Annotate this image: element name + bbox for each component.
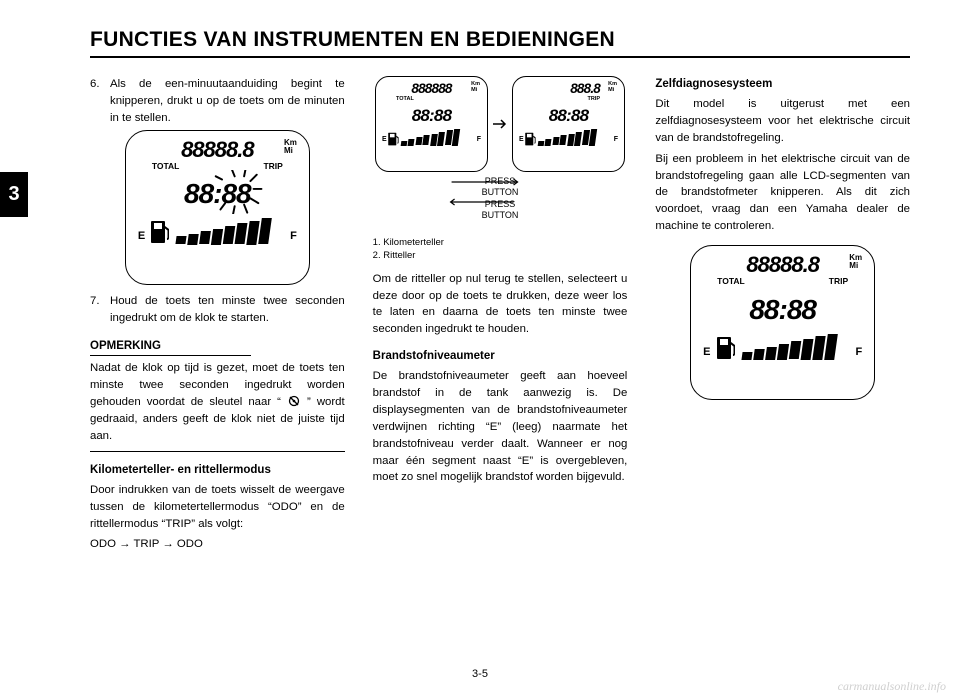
clock-digits: 88:88 [749,296,816,324]
body-text: Om de ritteller op nul terug te stellen,… [373,271,628,339]
list-text: Houd de toets ten minste twee seconden i… [110,293,345,327]
list-item: 7. Houd de toets ten minste twee seconde… [90,293,345,327]
fuel-gauge-row: E F [701,334,864,360]
column-2: 888888 Km Mi TOTAL 88:88 E [373,76,628,557]
content-columns: 6. Als de een-minuutaanduiding begint te… [90,76,910,557]
fuel-gauge-row: E F [382,129,481,146]
odo-digits: 88888.8 [746,254,819,276]
fuel-pump-icon [387,131,401,146]
watermark: carmanualsonline.info [838,679,946,694]
fuel-pump-icon [524,131,538,146]
fuel-gauge-row: E F [519,129,618,146]
list-item: 6. Als de een-minuutaanduiding begint te… [90,76,345,127]
odo-mode-label: TOTAL [382,95,481,103]
odo-digits: 88888.8 [181,139,254,161]
body-text: Door indrukken van de toets wisselt de w… [90,482,345,533]
subheading: Brandstofniveaumeter [373,348,628,365]
fuel-bars [401,129,477,146]
chapter-tab: 3 [0,172,28,217]
odo-mode-label: TRIP [519,95,618,103]
subheading: Zelfdiagnosesysteem [655,76,910,93]
fuel-empty-label: E [138,228,145,244]
mode-sequence: ODO → TRIP → ODO [90,536,345,553]
lcd-display-clock-set: 88888.8 Km Mi TOTAL TRIP 88:88 [125,130,310,285]
odo-units: Km Mi [608,82,617,94]
fuel-pump-icon [149,218,173,244]
manual-page: FUNCTIES VAN INSTRUMENTEN EN BEDIENINGEN… [0,0,960,700]
fuel-pump-icon [715,334,739,360]
arrow-right-icon [493,118,509,130]
fuel-empty-label: E [703,344,710,360]
fuel-bars [538,129,614,146]
list-number: 7. [90,293,104,327]
lcd-display-odo: 888888 Km Mi TOTAL 88:88 E [375,76,488,172]
column-1: 6. Als de een-minuutaanduiding begint te… [90,76,345,557]
page-number: 3-5 [0,668,960,680]
odo-digits: 888888 [411,82,451,96]
odo-units: Km Mi [471,82,480,94]
column-3: Zelfdiagnosesysteem Dit model is uitgeru… [655,76,910,557]
list-number: 6. [90,76,104,127]
fuel-bars [176,218,286,244]
fuel-bars [742,334,852,360]
lcd-display-selfdiag: 88888.8 Km Mi TOTAL TRIP 88:88 E [690,245,875,400]
press-button-labels: PRESS BUTTON PRESS BUTTON [482,176,519,221]
note-text: Nadat de klok op tijd is gezet, moet de … [90,360,345,444]
subheading: Kilometerteller- en rittellermodus [90,462,345,479]
lcd-display-trip: 888.8 Km Mi TRIP 88:88 E [512,76,625,172]
body-text: De brandstofniveaumeter geeft aan hoevee… [373,368,628,486]
twin-display-figure: 888888 Km Mi TOTAL 88:88 E [375,76,625,221]
clock-digits: 88:88 [549,107,588,124]
clock-digits: 88:88 [412,107,451,124]
clock-digits: 88:88 [184,180,251,208]
body-text: Dit model is uitgerust met een zelfdiagn… [655,96,910,147]
fuel-full-label: F [290,228,297,244]
odo-mode-labels: TOTAL TRIP [701,275,864,288]
body-text: Bij een probleem in het elektrische circ… [655,151,910,235]
fuel-gauge-row: E F [136,218,299,244]
list-text: Als de een-minuutaanduiding begint te kn… [110,76,345,127]
odo-mode-labels: TOTAL TRIP [136,160,299,173]
key-off-icon [287,395,301,407]
page-title: FUNCTIES VAN INSTRUMENTEN EN BEDIENINGEN [90,28,910,58]
divider [90,451,345,452]
odo-units: Km Mi [284,139,297,156]
odo-units: Km Mi [849,254,862,271]
fuel-full-label: F [855,344,862,360]
figure-caption: 1. Kilometerteller 2. Ritteller [373,237,628,263]
note-heading: OPMERKING [90,338,251,356]
